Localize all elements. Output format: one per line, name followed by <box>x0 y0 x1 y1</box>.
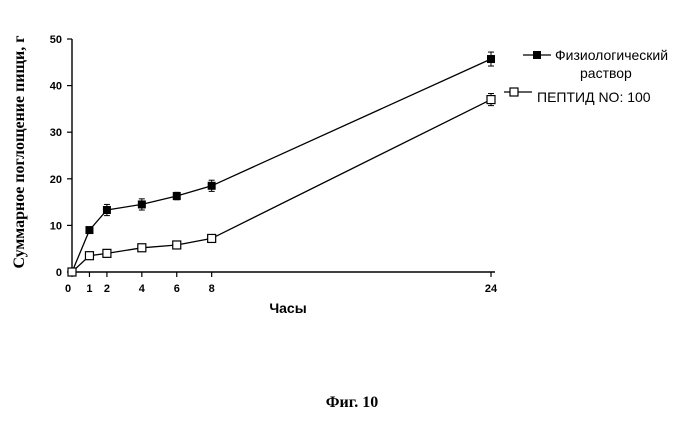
y-tick-label: 50 <box>50 34 62 46</box>
data-point-series-1 <box>208 182 216 190</box>
legend-marker-open-square <box>510 88 518 96</box>
x-tick-label: 4 <box>139 283 146 295</box>
data-point-series-2 <box>208 234 216 242</box>
data-point-series-1 <box>173 192 181 200</box>
data-point-series-1 <box>103 206 111 214</box>
series-line-1 <box>72 59 491 272</box>
legend-label-2: ПЕПТИД NO: 100 <box>537 89 651 105</box>
y-tick-label: 40 <box>50 81 62 93</box>
data-point-series-2 <box>103 249 111 257</box>
x-tick-label: 2 <box>104 283 110 295</box>
y-tick-label: 0 <box>56 267 62 279</box>
data-point-series-2 <box>85 252 93 260</box>
legend-label-1b: раствор <box>580 65 632 81</box>
axes <box>67 39 495 277</box>
y-tick-label: 30 <box>50 127 62 139</box>
series-lines <box>72 59 491 272</box>
y-tick-label: 10 <box>50 220 62 232</box>
tick-labels: 0102030405001246824 <box>50 34 498 295</box>
y-tick-label: 20 <box>50 174 62 186</box>
x-tick-label: 8 <box>209 283 215 295</box>
x-tick-label: 6 <box>174 283 180 295</box>
legend-label-1a: Физиологический <box>555 47 668 63</box>
x-tick-label: 24 <box>485 283 498 295</box>
x-axis-title: Часы <box>269 300 306 316</box>
data-point-series-2 <box>173 241 181 249</box>
x-tick-label: 1 <box>86 283 92 295</box>
legend-marker-filled-square <box>533 51 541 59</box>
data-point-series-2 <box>138 244 146 252</box>
data-point-series-2 <box>68 268 76 276</box>
y-axis-title: Суммарное поглощение пищи, г <box>11 35 28 268</box>
data-point-series-2 <box>487 96 495 104</box>
data-point-series-1 <box>85 226 93 234</box>
series-line-2 <box>72 100 491 272</box>
data-point-series-1 <box>487 55 495 63</box>
legend: Физиологический раствор ПЕПТИД NO: 100 <box>504 47 668 105</box>
x-tick-label: 0 <box>65 283 71 295</box>
figure-caption: Фиг. 10 <box>326 394 378 411</box>
data-point-series-1 <box>138 200 146 208</box>
